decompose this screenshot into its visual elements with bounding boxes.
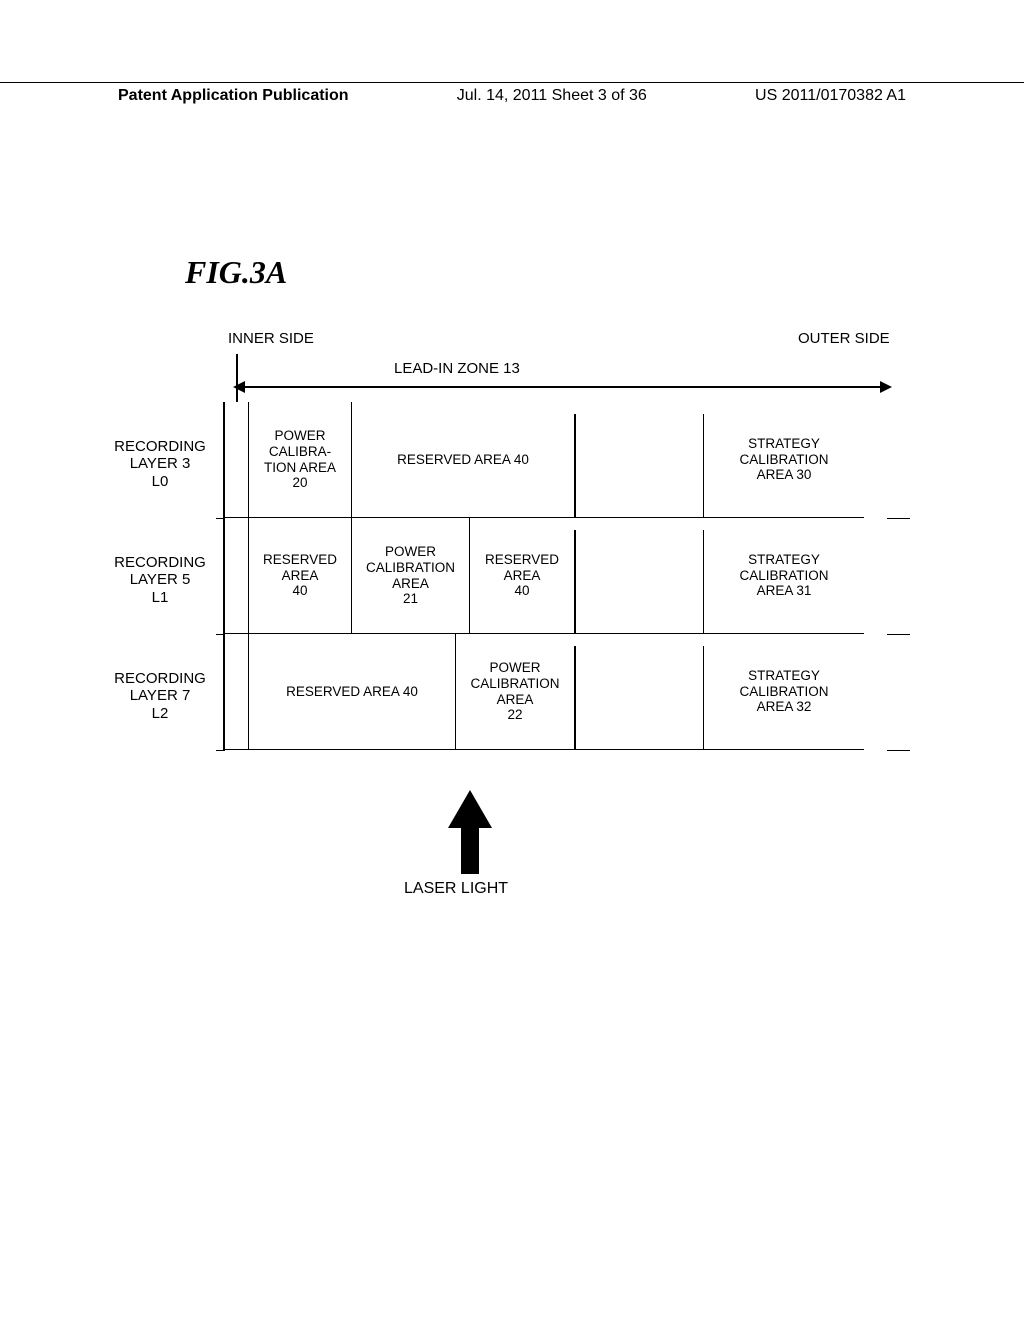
outer-side-label: OUTER SIDE bbox=[798, 330, 890, 347]
row0-mid-gap bbox=[574, 402, 704, 518]
laser-arrow-icon bbox=[450, 790, 490, 870]
row-l2: RESERVED AREA 40 POWER CALIBRATION AREA … bbox=[223, 634, 888, 750]
row-l1: RESERVED AREA 40 POWER CALIBRATION AREA … bbox=[223, 518, 888, 634]
strategy-calibration-area-32: STRATEGY CALIBRATION AREA 32 bbox=[704, 634, 864, 750]
header-center: Jul. 14, 2011 Sheet 3 of 36 bbox=[457, 87, 647, 105]
reserved-area-40-row2: RESERVED AREA 40 bbox=[249, 634, 456, 750]
strategy-calibration-area-30: STRATEGY CALIBRATION AREA 30 bbox=[704, 402, 864, 518]
row-label-l2: RECORDING LAYER 7 L2 bbox=[100, 670, 220, 722]
row1-leading-gap bbox=[223, 518, 249, 634]
row-label-l0: RECORDING LAYER 3 L0 bbox=[100, 438, 220, 490]
inner-side-label: INNER SIDE bbox=[228, 330, 314, 347]
lead-in-zone-label: LEAD-IN ZONE 13 bbox=[394, 360, 520, 377]
strategy-calibration-area-31: STRATEGY CALIBRATION AREA 31 bbox=[704, 518, 864, 634]
power-calibration-area-22: POWER CALIBRATION AREA 22 bbox=[456, 634, 574, 750]
lead-in-arrow-right bbox=[880, 381, 892, 393]
lead-in-arrow-left bbox=[233, 381, 245, 393]
layer-diagram: POWER CALIBRA- TION AREA 20 RESERVED ARE… bbox=[223, 402, 888, 750]
reserved-area-40-row0: RESERVED AREA 40 bbox=[352, 402, 574, 518]
row-label-l1: RECORDING LAYER 5 L1 bbox=[100, 554, 220, 606]
power-calibration-area-20: POWER CALIBRA- TION AREA 20 bbox=[249, 402, 352, 518]
reserved-area-40-row1a: RESERVED AREA 40 bbox=[249, 518, 352, 634]
row0-leading-gap bbox=[223, 402, 249, 518]
row2-leading-gap bbox=[223, 634, 249, 750]
header-left: Patent Application Publication bbox=[118, 87, 349, 105]
row-l0: POWER CALIBRA- TION AREA 20 RESERVED ARE… bbox=[223, 402, 888, 518]
row1-mid-gap bbox=[574, 518, 704, 634]
page-header: Patent Application Publication Jul. 14, … bbox=[0, 82, 1024, 105]
row2-mid-gap bbox=[574, 634, 704, 750]
lead-in-arrow-line bbox=[237, 386, 887, 388]
header-right: US 2011/0170382 A1 bbox=[755, 87, 906, 105]
laser-light-label: LASER LIGHT bbox=[404, 880, 508, 898]
figure-label: FIG.3A bbox=[185, 254, 287, 291]
power-calibration-area-21: POWER CALIBRATION AREA 21 bbox=[352, 518, 470, 634]
reserved-area-40-row1b: RESERVED AREA 40 bbox=[470, 518, 574, 634]
lead-in-tick bbox=[236, 354, 238, 402]
